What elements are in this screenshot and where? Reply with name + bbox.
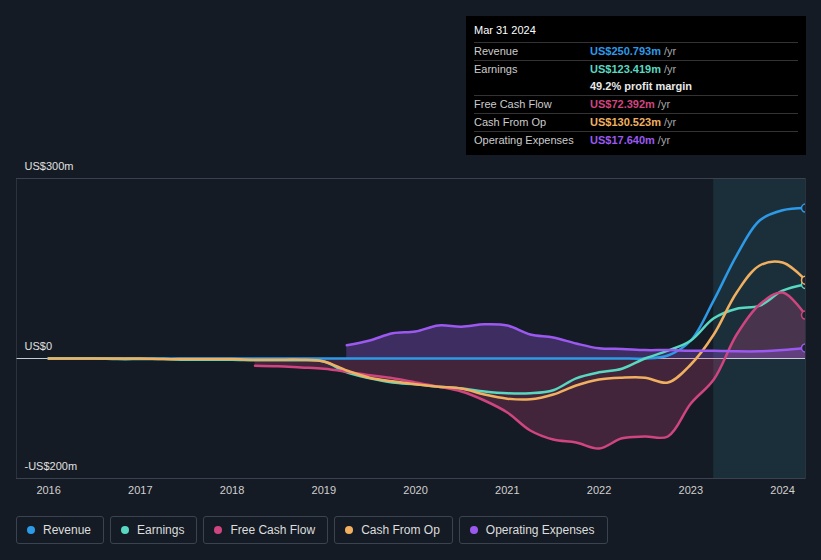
html-text:Cash From Op: Cash From Op [474,116,547,128]
html-text:Revenue: Revenue [43,523,91,537]
svg-text:US$300m: US$300m [25,160,74,172]
svg-text:2019: 2019 [312,484,336,496]
html-text:Operating Expenses: Operating Expenses [474,134,574,146]
html-text:Revenue: Revenue [474,45,518,57]
html-text:US$72.392m /yr: US$72.392m /yr [590,98,671,110]
svg-text:2024: 2024 [770,484,794,496]
svg-text:2020: 2020 [403,484,427,496]
html-text:US$17.640m /yr: US$17.640m /yr [590,134,671,146]
html-text:Earnings: Earnings [137,523,185,537]
html-text:US$123.419m /yr: US$123.419m /yr [590,63,677,75]
html-text:US$250.793m /yr: US$250.793m /yr [590,45,677,57]
svg-text:2017: 2017 [128,484,152,496]
svg-text:2022: 2022 [587,484,611,496]
html-text:Earnings: Earnings [474,63,518,75]
html-text:Free Cash Flow: Free Cash Flow [230,523,316,537]
svg-text:2021: 2021 [495,484,519,496]
svg-text:2018: 2018 [220,484,244,496]
html-text:US$130.523m /yr: US$130.523m /yr [590,116,677,128]
svg-text:2023: 2023 [679,484,703,496]
svg-text:-US$200m: -US$200m [25,460,78,472]
svg-text:US$0: US$0 [25,340,53,352]
svg-text:2016: 2016 [36,484,60,496]
html-text:Cash From Op: Cash From Op [361,523,440,537]
html-text:49.2% profit margin: 49.2% profit margin [590,80,693,92]
html-text:Mar 31 2024: Mar 31 2024 [474,24,536,36]
html-text:Operating Expenses: Operating Expenses [485,523,595,537]
html-text:Free Cash Flow: Free Cash Flow [474,98,552,110]
